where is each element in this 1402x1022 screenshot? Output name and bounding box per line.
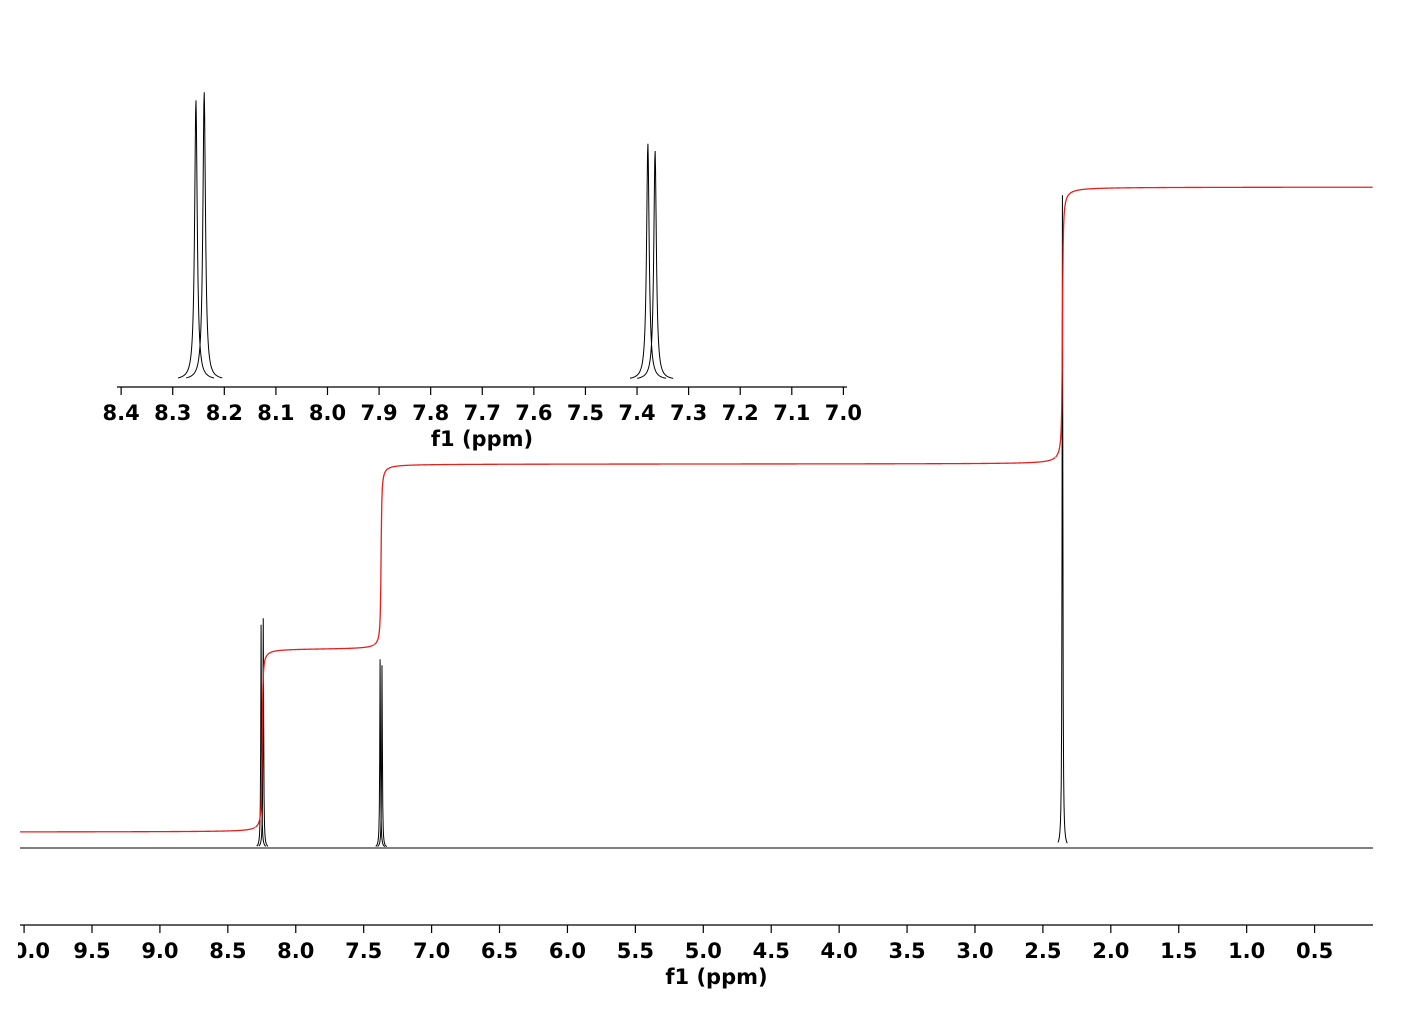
x-tick-label: 9.5 [73, 939, 110, 963]
x-tick-label: 7.0 [413, 939, 450, 963]
x-tick-label: 7.1 [773, 401, 810, 425]
x-tick-label: 8.0 [309, 401, 346, 425]
x-tick-label: 6.5 [481, 939, 518, 963]
x-tick-label: 3.0 [956, 939, 993, 963]
x-tick-label: 7.7 [464, 401, 501, 425]
x-tick-label: 7.5 [345, 939, 382, 963]
plot-area: 10.0 9.5 9.0 8.5 8.0 7.5 7.0 6.5 6.0 5.5 5.0 4.5 4.0… [0, 92, 1373, 989]
x-tick-label: 5.0 [685, 939, 722, 963]
x-tick-label: 8.5 [209, 939, 246, 963]
x-tick-label: 1.5 [1160, 939, 1197, 963]
integral-step [255, 644, 375, 828]
peak [186, 92, 223, 379]
x-tick-label: 7.3 [670, 401, 707, 425]
peak [375, 659, 386, 848]
x-tick-label: 7.9 [360, 401, 397, 425]
peak [637, 151, 674, 379]
x-tick-label: 7.5 [567, 401, 604, 425]
x-tick-label: 8.2 [206, 401, 243, 425]
x-tick-label: 7.8 [412, 401, 449, 425]
peak [256, 624, 267, 847]
x-tick-label: 10.0 [0, 939, 50, 963]
x-tick-label: 2.0 [1092, 939, 1129, 963]
peak [377, 665, 388, 848]
x-tick-label: 5.5 [617, 939, 654, 963]
x-tick-label: 2.5 [1024, 939, 1061, 963]
x-tick-label: 8.1 [257, 401, 294, 425]
integral-step [1055, 186, 1373, 458]
x-tick-label: 4.5 [753, 939, 790, 963]
x-tick-label: 7.2 [722, 401, 759, 425]
peak [177, 100, 215, 379]
x-tick-label: 3.5 [888, 939, 925, 963]
x-tick-label: 7.6 [515, 401, 552, 425]
x-tick-label: 8.0 [277, 939, 314, 963]
x-tick-label: 4.0 [821, 939, 858, 963]
x-tick-label: 6.0 [549, 939, 586, 963]
x-tick-label: 7.0 [825, 401, 862, 425]
x-tick-label: 9.0 [141, 939, 178, 963]
x-tick-label: 0.5 [1296, 939, 1333, 963]
peak [629, 143, 667, 379]
integral-start [20, 826, 256, 833]
x-tick-label: 8.3 [154, 401, 191, 425]
x-tick-label: 7.4 [618, 401, 655, 425]
x-tick-label: 8.4 [103, 401, 140, 425]
integral-step [373, 456, 1056, 646]
x-axis-label: f1 (ppm) [665, 965, 767, 989]
x-axis-label: f1 (ppm) [431, 427, 533, 451]
x-tick-label: 1.0 [1228, 939, 1265, 963]
